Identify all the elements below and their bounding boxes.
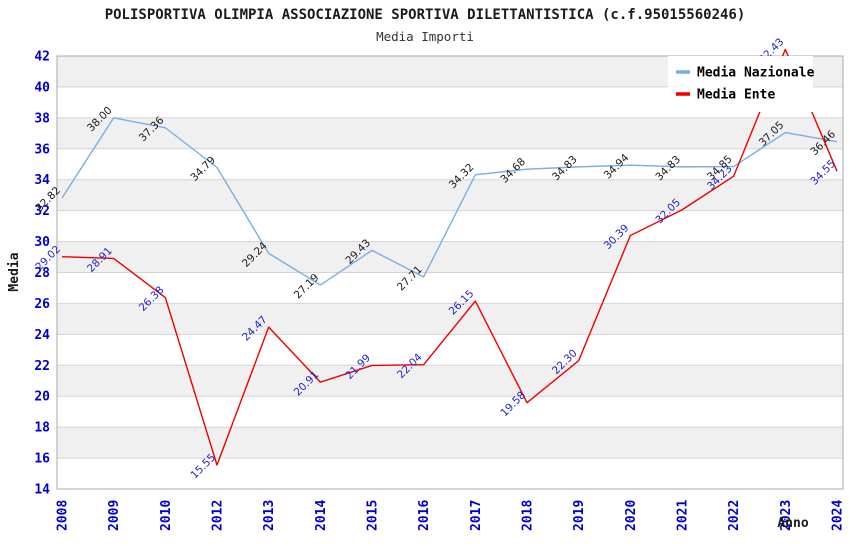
y-tick-label: 34 bbox=[34, 173, 50, 188]
chart-subtitle: Media Importi bbox=[376, 29, 474, 44]
x-tick-label: 2010 bbox=[159, 500, 174, 531]
y-tick-label: 38 bbox=[34, 111, 50, 126]
y-tick-label: 20 bbox=[34, 390, 50, 405]
chart-title: POLISPORTIVA OLIMPIA ASSOCIAZIONE SPORTI… bbox=[104, 7, 746, 23]
x-tick-label: 2024 bbox=[831, 500, 846, 531]
plot-band bbox=[57, 427, 843, 459]
x-tick-label: 2017 bbox=[469, 500, 484, 531]
x-tick-label: 2016 bbox=[417, 500, 432, 531]
y-tick-label: 24 bbox=[34, 328, 50, 343]
x-tick-label: 2018 bbox=[521, 500, 536, 531]
x-tick-label: 2023 bbox=[779, 500, 794, 531]
plot-band bbox=[57, 303, 843, 335]
y-tick-label: 18 bbox=[34, 421, 50, 436]
x-tick-label: 2022 bbox=[727, 500, 742, 531]
y-tick-label: 16 bbox=[34, 452, 50, 467]
y-tick-label: 40 bbox=[34, 80, 50, 95]
x-tick-label: 2015 bbox=[366, 500, 381, 531]
y-tick-label: 36 bbox=[34, 142, 50, 157]
x-tick-label: 2013 bbox=[262, 500, 277, 531]
y-axis-title: Media bbox=[7, 252, 22, 291]
x-tick-label: 2020 bbox=[624, 500, 639, 531]
x-tick-label: 2019 bbox=[572, 500, 587, 531]
x-axis-title: Anno bbox=[777, 516, 808, 531]
plot-band bbox=[57, 365, 843, 397]
x-tick-label: 2014 bbox=[314, 500, 329, 531]
y-tick-label: 26 bbox=[34, 297, 50, 312]
y-tick-label: 22 bbox=[34, 359, 50, 374]
series-line-media-nazionale bbox=[61, 117, 838, 286]
x-tick-label: 2012 bbox=[211, 500, 226, 531]
legend-label-media-ente: Media Ente bbox=[697, 88, 775, 103]
y-tick-label: 28 bbox=[34, 266, 50, 281]
data-label: 34.83 bbox=[653, 154, 683, 184]
x-tick-label: 2009 bbox=[107, 500, 122, 531]
x-tick-label: 2008 bbox=[56, 500, 71, 531]
legend-label-media-nazionale: Media Nazionale bbox=[697, 66, 815, 81]
series-line-media-ente bbox=[61, 48, 838, 466]
y-tick-label: 32 bbox=[34, 204, 50, 219]
y-tick-label: 30 bbox=[34, 235, 50, 250]
legend-box bbox=[668, 56, 813, 112]
plot-band bbox=[57, 179, 843, 211]
plot-band bbox=[57, 241, 843, 273]
y-tick-label: 14 bbox=[34, 483, 50, 498]
plot-band bbox=[57, 117, 843, 149]
x-tick-label: 2021 bbox=[676, 500, 691, 531]
plot-border bbox=[56, 55, 844, 490]
y-tick-label: 42 bbox=[34, 50, 50, 65]
